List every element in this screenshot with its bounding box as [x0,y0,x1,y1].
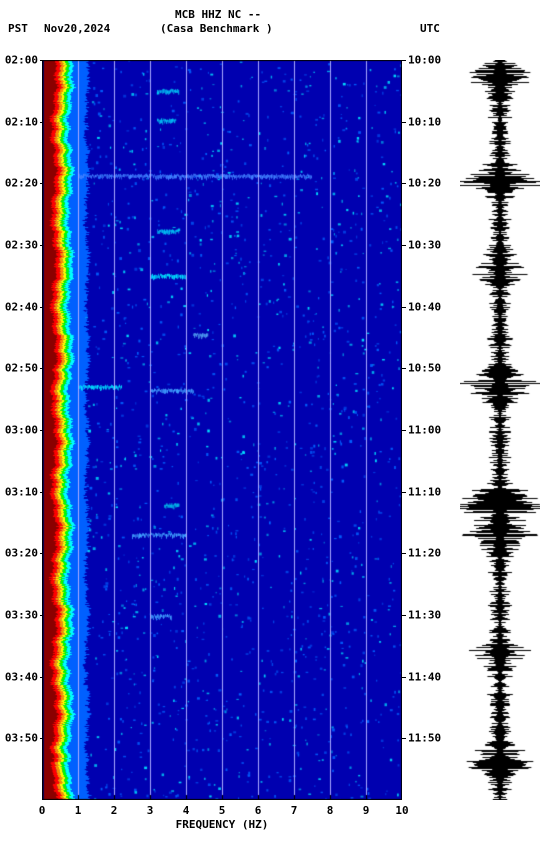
y-axis-left-pst: 02:0002:1002:2002:3002:4002:5003:0003:10… [0,60,40,800]
y-right-tick-label: 10:10 [408,115,441,128]
y-left-tick-label: 03:20 [5,547,38,560]
station-code: MCB HHZ NC -- [175,8,261,21]
y-left-tick-label: 02:00 [5,54,38,67]
date-label: Nov20,2024 [44,22,110,35]
x-tick-label: 7 [291,804,298,817]
y-left-tick-label: 02:50 [5,362,38,375]
x-tick-label: 8 [327,804,334,817]
waveform-canvas [460,60,540,800]
y-left-tick-label: 02:40 [5,300,38,313]
x-tick-label: 9 [363,804,370,817]
y-right-tick-label: 10:00 [408,54,441,67]
x-tick-label: 4 [183,804,190,817]
x-axis-labels: 012345678910 [42,804,402,818]
y-right-tick-label: 11:00 [408,424,441,437]
y-right-tick-label: 11:40 [408,670,441,683]
pst-label: PST [8,22,28,35]
y-right-tick-label: 10:20 [408,177,441,190]
y-right-tick-label: 10:50 [408,362,441,375]
y-axis-right-utc: 10:0010:1010:2010:3010:4010:5011:0011:10… [406,60,446,800]
utc-label: UTC [420,22,440,35]
y-left-tick-label: 03:10 [5,485,38,498]
x-tick-label: 6 [255,804,262,817]
x-tick-label: 3 [147,804,154,817]
x-tick-label: 1 [75,804,82,817]
y-left-tick-label: 03:40 [5,670,38,683]
x-tick-label: 10 [395,804,408,817]
y-right-tick-label: 11:10 [408,485,441,498]
x-tick-label: 5 [219,804,226,817]
y-right-tick-label: 11:50 [408,732,441,745]
waveform-area [460,60,540,800]
y-right-tick-label: 10:40 [408,300,441,313]
y-left-tick-label: 03:50 [5,732,38,745]
station-name: (Casa Benchmark ) [160,22,273,35]
y-left-tick-label: 03:00 [5,424,38,437]
y-left-tick-label: 02:30 [5,239,38,252]
y-right-tick-label: 10:30 [408,239,441,252]
spectrogram-canvas [42,60,402,800]
x-tick-label: 0 [39,804,46,817]
spectrogram-area [42,60,402,800]
y-right-tick-label: 11:20 [408,547,441,560]
y-left-tick-label: 03:30 [5,609,38,622]
x-axis-title: FREQUENCY (HZ) [42,818,402,831]
y-right-tick-label: 11:30 [408,609,441,622]
y-left-tick-label: 02:10 [5,115,38,128]
y-left-tick-label: 02:20 [5,177,38,190]
x-tick-label: 2 [111,804,118,817]
